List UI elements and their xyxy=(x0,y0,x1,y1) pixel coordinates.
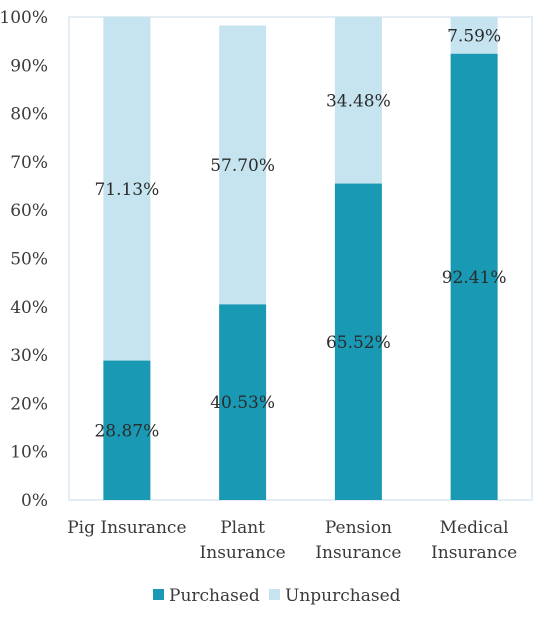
legend-label: Unpurchased xyxy=(285,586,401,606)
y-tick-label: 10% xyxy=(10,443,48,463)
y-tick-label: 0% xyxy=(21,491,48,511)
x-category-label: Plant Insurance xyxy=(200,518,286,563)
y-tick-label: 80% xyxy=(10,105,48,125)
data-label: 57.70% xyxy=(210,156,275,176)
x-category-label: Pension Insurance xyxy=(315,518,401,563)
y-tick-label: 50% xyxy=(10,250,48,270)
bar-purchased-1 xyxy=(103,360,151,500)
y-tick-label: 30% xyxy=(10,346,48,366)
x-category-label: Medical Insurance xyxy=(431,518,517,563)
data-label: 92.41% xyxy=(442,268,507,288)
data-label: 40.53% xyxy=(210,393,275,413)
bar-purchased-4 xyxy=(450,53,498,500)
x-axis-categories: Pig Insurance Plant Insurance Pension Insura… xyxy=(67,518,517,563)
legend: Purchased Unpurchased xyxy=(153,586,401,606)
y-tick-label: 20% xyxy=(10,394,48,414)
y-tick-label: 100% xyxy=(0,8,48,28)
data-label: 71.13% xyxy=(94,180,159,200)
bar-unpurchased-3 xyxy=(334,17,382,184)
legend-item-unpurchased: Unpurchased xyxy=(269,586,401,606)
y-tick-label: 70% xyxy=(10,153,48,173)
data-labels: 28.87% 71.13% 40.53% 57.70% 65.52% 34.48% 92.4… xyxy=(94,26,506,441)
bars xyxy=(103,17,498,501)
y-tick-label: 40% xyxy=(10,298,48,318)
legend-swatch xyxy=(153,589,164,600)
legend-swatch xyxy=(269,589,280,600)
bar-purchased-3 xyxy=(334,183,382,501)
bar-unpurchased-1 xyxy=(103,17,151,361)
plot-area-border xyxy=(68,16,533,501)
bar-unpurchased-2 xyxy=(219,25,267,305)
data-label: 34.48% xyxy=(326,91,391,111)
data-label: 7.59% xyxy=(447,26,501,46)
legend-label: Purchased xyxy=(169,586,260,606)
data-label: 65.52% xyxy=(326,333,391,353)
x-category-label: Pig Insurance xyxy=(67,518,186,538)
bar-unpurchased-4 xyxy=(450,17,498,54)
y-tick-label: 60% xyxy=(10,201,48,221)
y-axis-ticks: 0% 10% 20% 30% 40% 50% 60% 70% 80% 90% 100% xyxy=(0,8,48,511)
y-tick-label: 90% xyxy=(10,56,48,76)
bar-purchased-2 xyxy=(219,304,267,500)
legend-item-purchased: Purchased xyxy=(153,586,260,606)
data-label: 28.87% xyxy=(94,421,159,441)
